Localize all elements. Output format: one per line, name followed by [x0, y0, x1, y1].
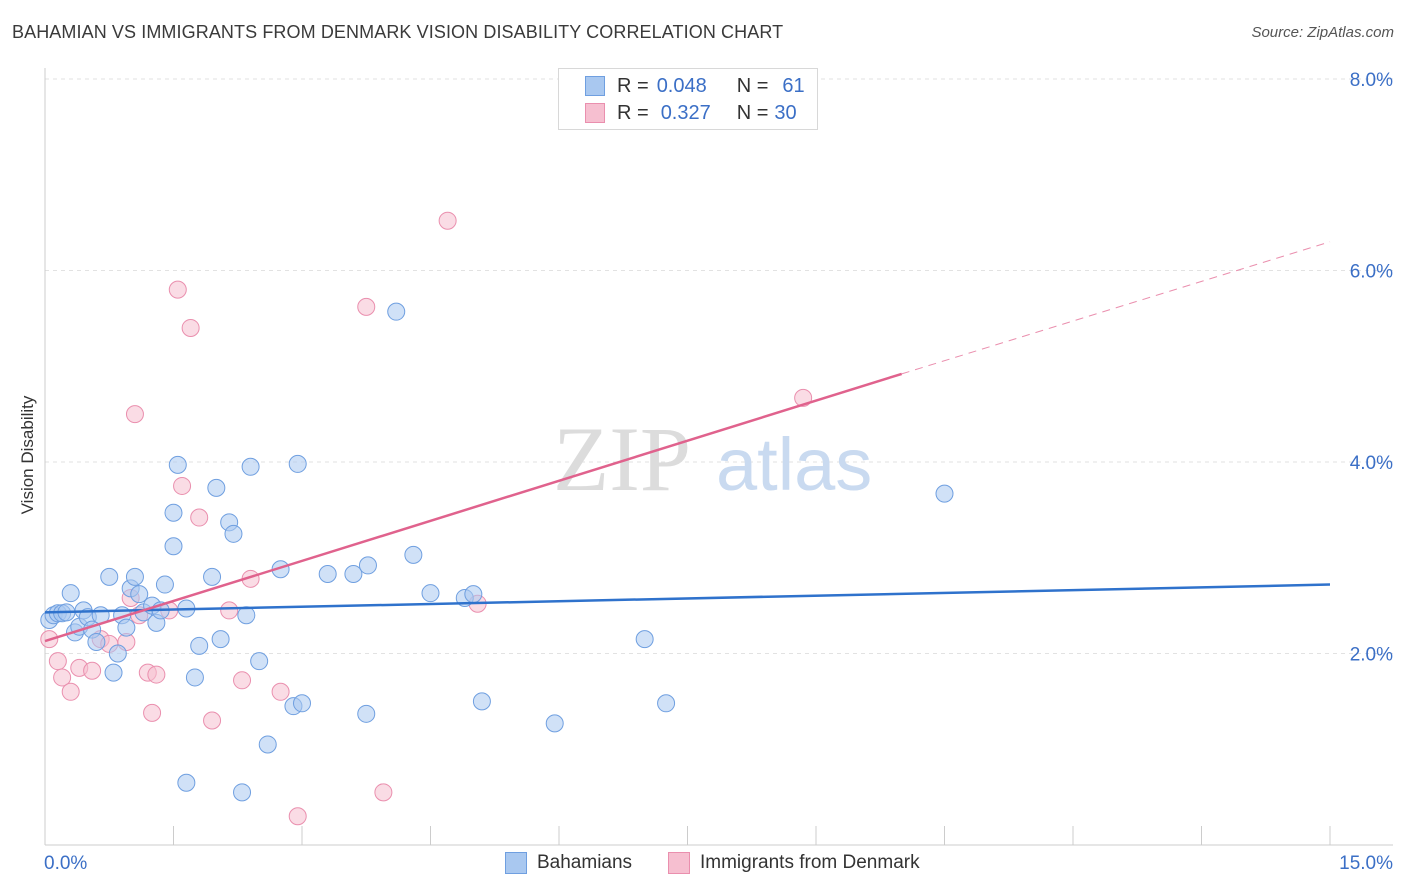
data-point-bahamians	[250, 652, 269, 671]
data-point-bahamians	[233, 783, 252, 802]
tick-labels: 2.0% 4.0% 6.0% 8.0% 0.0% 15.0%	[44, 70, 1393, 874]
chart-title: BAHAMIAN VS IMMIGRANTS FROM DENMARK VISI…	[12, 22, 784, 42]
data-point-immigrants-from-denmark	[271, 682, 290, 701]
data-point-bahamians	[104, 663, 123, 682]
data-point-bahamians	[237, 606, 256, 625]
data-point-bahamians	[421, 584, 440, 603]
data-point-bahamians	[100, 567, 119, 586]
data-point-immigrants-from-denmark	[147, 665, 166, 684]
legend-n-value: 30	[774, 101, 797, 124]
data-point-bahamians	[108, 644, 127, 663]
data-point-bahamians	[293, 694, 311, 713]
watermark: ZIP atlas	[553, 408, 872, 510]
data-point-bahamians	[635, 630, 654, 649]
trend-line-immigrants-from-denmark	[44, 372, 903, 643]
bottom-legend-immigrants-from-denmark: Immigrants from Denmark	[668, 852, 920, 874]
bottom-legend-swatch-pink	[668, 852, 690, 874]
data-point-immigrants-from-denmark	[125, 405, 144, 424]
data-point-immigrants-from-denmark	[168, 280, 187, 299]
legend-n-label: N =	[736, 74, 769, 97]
data-point-bahamians	[207, 478, 226, 497]
x-tick-label-max: 15.0%	[1339, 853, 1393, 874]
bottom-legend-swatch-blue	[505, 852, 527, 874]
data-point-immigrants-from-denmark	[143, 703, 162, 722]
grid-lines	[45, 78, 1393, 654]
data-point-immigrants-from-denmark	[233, 671, 252, 690]
data-point-bahamians	[130, 585, 149, 604]
data-point-bahamians	[318, 565, 337, 584]
series-bahamians	[40, 302, 954, 802]
data-point-bahamians	[164, 503, 183, 522]
data-point-bahamians	[117, 618, 136, 637]
legend-r-value: 0.048	[656, 74, 707, 97]
axes	[44, 68, 1393, 846]
data-point-bahamians	[168, 455, 187, 474]
y-tick-label: 4.0%	[1350, 453, 1393, 474]
data-point-bahamians	[258, 735, 277, 754]
legend-swatch-pink	[585, 103, 605, 123]
y-tick-label: 8.0%	[1350, 70, 1393, 91]
legend-row-immigrants-from-denmark: R = 0.327 N = 30	[585, 100, 797, 126]
data-point-immigrants-from-denmark	[181, 318, 200, 337]
y-tick-label: 6.0%	[1350, 262, 1393, 283]
data-point-bahamians	[358, 556, 377, 575]
data-point-bahamians	[61, 584, 80, 603]
data-point-immigrants-from-denmark	[438, 211, 457, 230]
data-point-bahamians	[357, 704, 376, 723]
series-immigrants-from-denmark	[40, 211, 813, 826]
data-point-bahamians	[387, 302, 406, 321]
legend-swatch-blue	[585, 76, 605, 96]
trend-lines	[44, 241, 1331, 643]
data-point-bahamians	[241, 457, 260, 476]
trend-line-bahamians	[44, 583, 1331, 614]
data-point-immigrants-from-denmark	[374, 783, 393, 802]
data-point-bahamians	[545, 714, 564, 733]
legend-r-label: R =	[617, 101, 649, 124]
chart-source: Source: ZipAtlas.com	[1251, 24, 1394, 41]
data-point-bahamians	[125, 567, 144, 586]
watermark-zip: ZIP	[553, 408, 691, 510]
data-point-immigrants-from-denmark	[288, 807, 307, 826]
data-point-bahamians	[203, 567, 222, 586]
trend-line-immigrants-from-denmark-extension	[901, 241, 1331, 375]
data-point-bahamians	[177, 773, 196, 792]
data-point-bahamians	[344, 565, 363, 584]
data-point-bahamians	[87, 633, 106, 652]
legend-row-bahamians: R = 0.048 N = 61	[585, 73, 805, 99]
correlation-legend: R = 0.048 N = 61 R = 0.327 N = 30	[558, 68, 818, 130]
bottom-legend-bahamians: Bahamians	[505, 852, 632, 874]
data-point-immigrants-from-denmark	[53, 668, 72, 687]
data-point-bahamians	[657, 694, 676, 713]
data-point-bahamians	[464, 585, 483, 604]
legend-r-label: R =	[617, 74, 649, 97]
y-axis-label: Vision Disability	[18, 395, 37, 515]
data-point-bahamians	[155, 575, 174, 594]
data-point-bahamians	[472, 692, 491, 711]
data-point-immigrants-from-denmark	[220, 601, 239, 620]
data-point-immigrants-from-denmark	[357, 297, 376, 316]
x-tick-label-min: 0.0%	[44, 853, 87, 874]
data-point-bahamians	[404, 545, 423, 564]
data-point-immigrants-from-denmark	[203, 711, 222, 730]
data-point-bahamians	[190, 636, 209, 655]
data-point-bahamians	[288, 454, 307, 473]
data-point-bahamians	[224, 524, 243, 543]
data-point-immigrants-from-denmark	[83, 661, 102, 680]
data-point-immigrants-from-denmark	[173, 476, 192, 495]
watermark-atlas: atlas	[716, 423, 872, 506]
data-point-immigrants-from-denmark	[48, 652, 67, 671]
data-point-bahamians	[211, 630, 230, 649]
bottom-legend-label: Immigrants from Denmark	[700, 852, 920, 873]
data-point-immigrants-from-denmark	[190, 508, 209, 527]
data-point-bahamians	[164, 537, 183, 556]
bottom-legend-label: Bahamians	[537, 852, 633, 873]
legend-n-value: 61	[782, 74, 805, 97]
data-point-immigrants-from-denmark	[61, 682, 80, 701]
data-point-bahamians	[185, 668, 204, 687]
y-tick-label: 2.0%	[1350, 645, 1393, 666]
legend-n-label: N =	[736, 101, 769, 124]
legend-r-value: 0.327	[660, 101, 711, 124]
data-point-bahamians	[935, 484, 954, 503]
